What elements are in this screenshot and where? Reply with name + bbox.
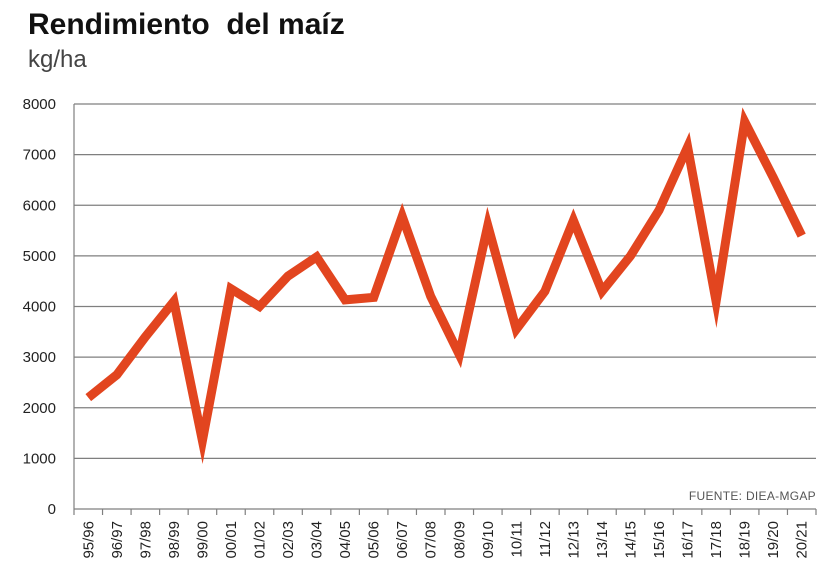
x-tick-label: 98/99 (166, 521, 183, 559)
y-tick-label: 8000 (23, 96, 56, 113)
x-tick-label: 07/08 (423, 521, 440, 559)
y-tick-label: 0 (48, 501, 56, 518)
x-tick-label: 13/14 (594, 521, 611, 559)
x-tick-label: 04/05 (337, 521, 354, 559)
x-tick-label: 16/17 (680, 521, 697, 559)
grid-lines (73, 103, 816, 510)
x-tick-label: 19/20 (765, 521, 782, 559)
x-tick-label: 03/04 (309, 521, 326, 559)
x-tick-label: 02/03 (280, 521, 297, 559)
x-tick-label: 20/21 (794, 521, 811, 559)
y-tick-label: 5000 (23, 248, 56, 265)
x-tick-label: 12/13 (565, 521, 582, 559)
x-tick-label: 06/07 (394, 521, 411, 559)
x-tick-label: 01/02 (252, 521, 269, 559)
x-tick-label: 96/97 (109, 521, 126, 559)
x-tick-label: 95/96 (80, 521, 97, 559)
x-tick-label: 00/01 (223, 521, 240, 559)
x-tick-label: 08/09 (451, 521, 468, 559)
x-tick-label: 99/00 (194, 521, 211, 559)
y-tick-label: 2000 (23, 400, 56, 417)
x-tick-label: 11/12 (537, 521, 554, 557)
series-group (85, 107, 806, 465)
y-tick-label: 4000 (23, 299, 56, 316)
x-tick-label: 18/19 (737, 521, 754, 559)
series-line-0 (85, 107, 806, 465)
source-note: FUENTE: DIEA-MGAP (689, 489, 816, 503)
y-tick-label: 1000 (23, 450, 56, 467)
x-tick-label: 09/10 (480, 521, 497, 559)
x-tick-label: 17/18 (708, 521, 725, 559)
chart-title: Rendimiento del maíz (28, 8, 345, 41)
x-tick-label: 05/06 (366, 521, 383, 559)
x-tick-label: 97/98 (137, 521, 154, 559)
y-tick-label: 3000 (23, 349, 56, 366)
y-tick-label: 7000 (23, 147, 56, 164)
x-axis-ticks: 95/96 96/97 97/98 98/99 99/00 00/01 01/02 02/03… (73, 509, 817, 559)
y-tick-label: 6000 (23, 197, 56, 214)
x-tick-label: 14/15 (623, 521, 640, 559)
x-tick-label: 10/11 (508, 521, 525, 557)
y-axis-ticks: 0 1000 2000 3000 4000 5000 6000 7000 8000 (23, 96, 56, 518)
chart-subtitle: kg/ha (28, 46, 87, 73)
x-tick-label: 15/16 (651, 521, 668, 559)
